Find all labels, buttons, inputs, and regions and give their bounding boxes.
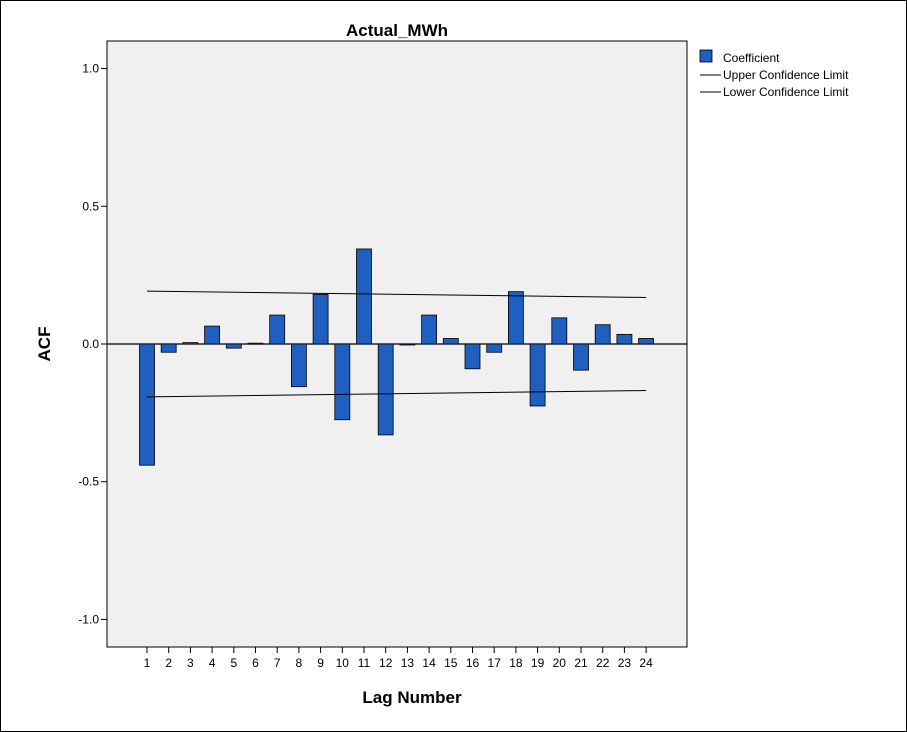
x-tick-label: 3 <box>187 656 194 670</box>
x-tick-label: 10 <box>336 656 350 670</box>
bar-lag-4 <box>204 325 221 345</box>
x-tick-label: 6 <box>252 656 259 670</box>
bar-lag-19 <box>529 343 546 407</box>
x-tick-label: 23 <box>618 656 632 670</box>
bar-lag-10 <box>334 343 351 421</box>
bar-lag-6 <box>247 342 264 345</box>
x-tick-label: 7 <box>274 656 281 670</box>
bar-lag-3 <box>182 342 199 345</box>
y-tick-label: -0.5 <box>78 475 99 489</box>
y-tick-label: 1.0 <box>82 62 99 76</box>
legend: Coefficient Upper Confidence Limit Lower… <box>699 49 849 99</box>
x-tick-label: 9 <box>317 656 324 670</box>
upper-confidence-line <box>146 290 647 298</box>
bar-lag-11 <box>356 248 372 345</box>
bar-lag-8 <box>290 343 307 388</box>
y-tick-label: 0.0 <box>82 337 99 351</box>
bar-lag-21 <box>573 343 589 371</box>
legend-label-upper-confidence: Upper Confidence Limit <box>723 68 849 82</box>
bar-lag-7 <box>269 314 286 345</box>
x-tick-label: 22 <box>596 656 610 670</box>
x-axis-title: Lag Number <box>362 688 462 707</box>
x-tick-label: 5 <box>230 656 237 670</box>
x-tick-label: 8 <box>296 656 303 670</box>
legend-label-coefficient: Coefficient <box>723 51 780 65</box>
x-tick-label: 21 <box>574 656 588 670</box>
x-tick-label: 14 <box>422 656 436 670</box>
x-tick-label: 15 <box>444 656 458 670</box>
lower-confidence-line <box>146 390 647 398</box>
x-tick-label: 19 <box>531 656 545 670</box>
x-tick-label: 4 <box>209 656 216 670</box>
legend-label-lower-confidence: Lower Confidence Limit <box>723 85 849 99</box>
bar-lag-17 <box>486 343 503 353</box>
bar-lag-13 <box>399 343 416 346</box>
x-tick-label: 13 <box>401 656 415 670</box>
x-tick-label: 11 <box>358 656 371 670</box>
bar-lag-24 <box>638 338 654 345</box>
bar-lag-12 <box>377 343 394 436</box>
bar-lag-20 <box>551 317 568 345</box>
bar-lag-18 <box>507 291 524 345</box>
bar-lag-22 <box>594 324 611 345</box>
x-tick-label: 18 <box>509 656 523 670</box>
bar-lag-9 <box>312 294 329 345</box>
bar-lag-14 <box>421 314 438 345</box>
bar-lag-1 <box>139 343 155 466</box>
bar-lag-5 <box>225 343 242 349</box>
chart-title: Actual_MWh <box>346 21 448 40</box>
y-tick-label: -1.0 <box>78 612 99 626</box>
bar-lag-2 <box>160 343 177 353</box>
x-tick-label: 1 <box>144 656 151 670</box>
x-tick-label: 17 <box>488 656 502 670</box>
y-tick-label: 0.5 <box>82 199 99 213</box>
x-tick-label: 24 <box>639 656 653 670</box>
y-axis-title: ACF <box>35 327 54 362</box>
bar-lag-23 <box>616 333 633 345</box>
x-tick-label: 2 <box>165 656 172 670</box>
x-tick-label: 20 <box>553 656 567 670</box>
x-tick-label: 16 <box>466 656 480 670</box>
bar-lag-16 <box>464 343 481 370</box>
legend-swatch-coefficient <box>699 49 713 63</box>
bar-lag-15 <box>442 338 459 345</box>
x-tick-label: 12 <box>379 656 393 670</box>
